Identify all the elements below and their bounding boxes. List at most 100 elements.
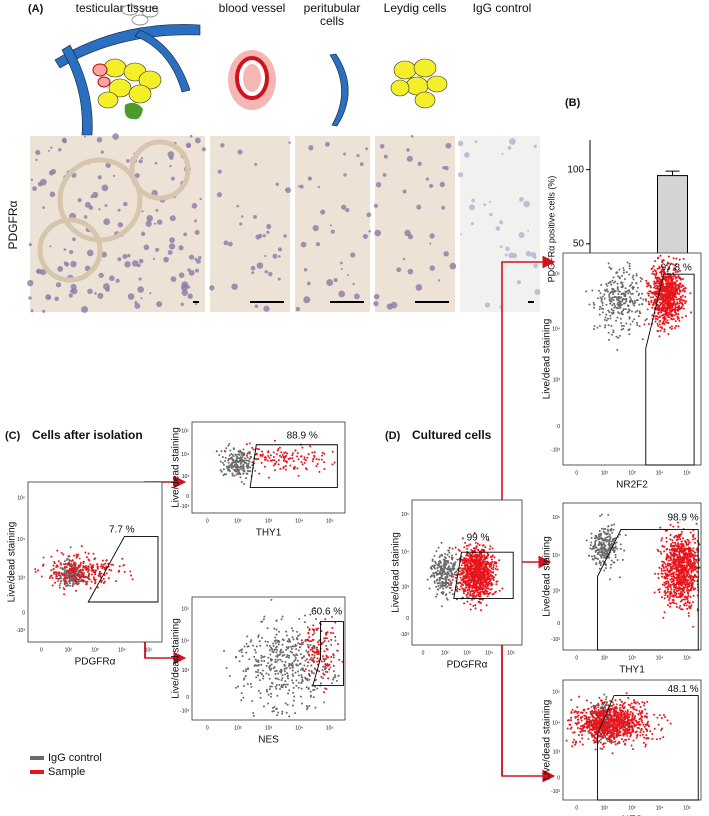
event-dot [445, 593, 447, 595]
event-dot [242, 697, 244, 699]
nucleus [519, 232, 525, 238]
event-dot [448, 552, 450, 554]
event-dot [64, 571, 66, 573]
event-dot [612, 329, 614, 331]
event-dot [666, 286, 668, 288]
event-dot [274, 440, 276, 442]
event-dot [689, 292, 691, 294]
nucleus [374, 294, 380, 300]
event-dot [595, 539, 597, 541]
event-dot [668, 256, 670, 258]
event-dot [445, 573, 447, 575]
nucleus [396, 267, 401, 272]
nucleus [118, 222, 123, 227]
event-dot [86, 569, 88, 571]
event-dot [613, 312, 615, 314]
event-dot [613, 303, 615, 305]
x-tick-label: 10² [234, 518, 242, 524]
event-dot [604, 326, 606, 328]
event-dot [94, 573, 96, 575]
nucleus [320, 209, 325, 214]
event-dot [663, 287, 665, 289]
event-dot [86, 556, 88, 558]
event-dot [673, 275, 675, 277]
event-dot [680, 307, 682, 309]
event-dot [464, 567, 466, 569]
event-dot [661, 309, 663, 311]
event-dot [594, 537, 596, 539]
event-dot [309, 659, 311, 661]
event-dot [83, 561, 85, 563]
event-dot [690, 572, 692, 574]
event-dot [64, 563, 66, 565]
event-dot [686, 604, 688, 606]
event-dot [55, 577, 57, 579]
event-dot [296, 631, 298, 633]
event-dot [675, 296, 677, 298]
event-dot [263, 618, 265, 620]
event-dot [487, 593, 489, 595]
event-dot [661, 328, 663, 330]
event-dot [619, 305, 621, 307]
flow-plot: 60.6 %010²10³10⁴10⁵-10³010³10⁴10⁵NESLive… [171, 597, 345, 746]
event-dot [288, 639, 290, 641]
event-dot [91, 581, 93, 583]
event-dot [231, 465, 233, 467]
event-dot [298, 674, 300, 676]
nucleus [45, 294, 51, 300]
event-dot [266, 645, 268, 647]
x-tick-label: 10³ [628, 470, 636, 476]
event-dot [304, 462, 306, 464]
event-dot [255, 676, 257, 678]
event-dot [283, 456, 285, 458]
nucleus [450, 263, 457, 270]
event-dot [64, 568, 66, 570]
event-dot [492, 566, 494, 568]
event-dot [245, 477, 247, 479]
event-dot [257, 660, 259, 662]
event-dot [683, 291, 685, 293]
nucleus [340, 262, 343, 265]
nucleus [278, 247, 282, 251]
event-dot [246, 459, 248, 461]
event-dot [682, 284, 684, 286]
nucleus [192, 203, 198, 209]
event-dot [488, 576, 490, 578]
event-dot [437, 570, 439, 572]
event-dot [304, 614, 306, 616]
event-dot [451, 576, 453, 578]
event-dot [277, 659, 279, 661]
gate-percent: 60.6 % [311, 606, 342, 617]
event-dot [663, 330, 665, 332]
event-dot [92, 566, 94, 568]
nucleus [49, 245, 51, 247]
event-dot [497, 569, 499, 571]
event-dot [487, 569, 489, 571]
event-dot [667, 322, 669, 324]
event-dot [491, 561, 493, 563]
nucleus [505, 247, 510, 252]
event-dot [672, 559, 674, 561]
event-dot [264, 456, 266, 458]
nucleus [228, 242, 233, 247]
event-dot [616, 548, 618, 550]
event-dot [263, 616, 265, 618]
nucleus [330, 224, 332, 226]
event-dot [445, 582, 447, 584]
event-dot [694, 538, 696, 540]
event-dot [669, 606, 671, 608]
event-dot [267, 450, 269, 452]
event-dot [605, 316, 607, 318]
event-dot [452, 576, 454, 578]
event-dot [652, 296, 654, 298]
event-dot [671, 325, 673, 327]
event-dot [334, 640, 336, 642]
event-dot [301, 679, 303, 681]
nucleus [139, 159, 143, 163]
event-dot [258, 690, 260, 692]
event-dot [279, 455, 281, 457]
event-dot [275, 646, 277, 648]
event-dot [281, 679, 283, 681]
event-dot [271, 648, 273, 650]
event-dot [292, 682, 294, 684]
